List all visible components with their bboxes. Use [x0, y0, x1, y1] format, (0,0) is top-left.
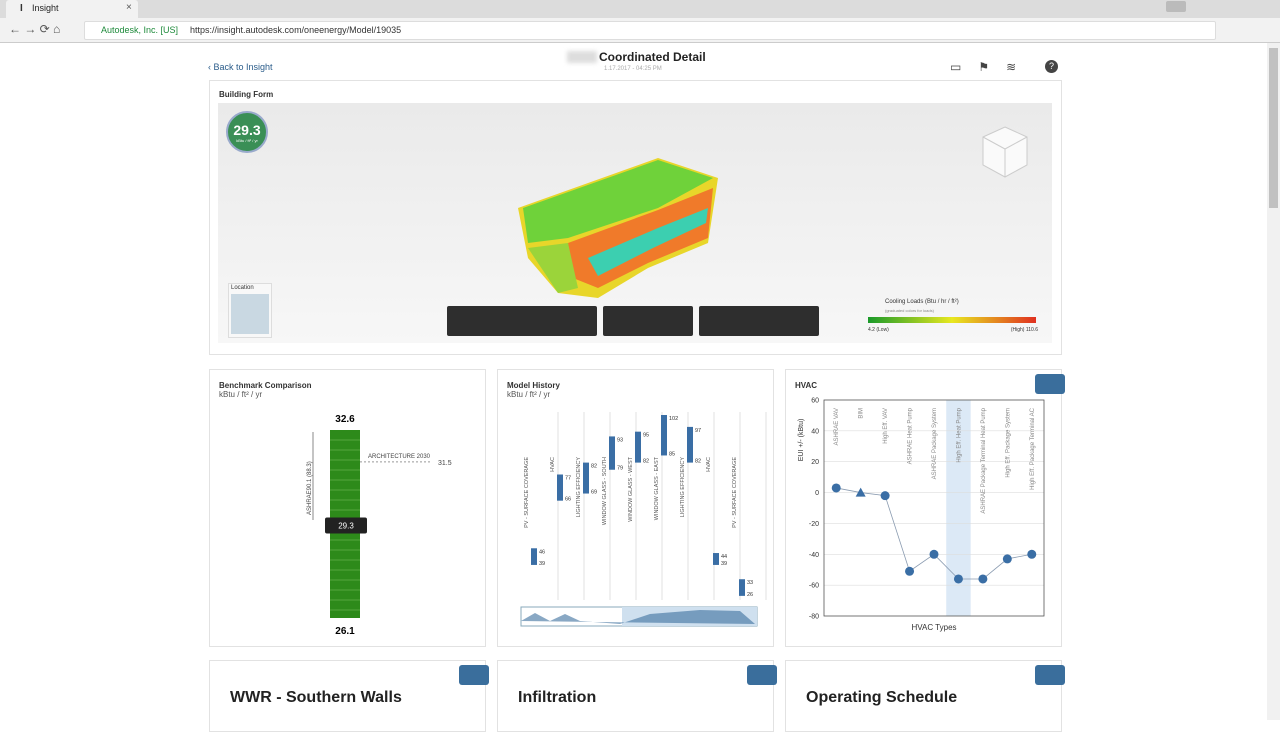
view-cube[interactable] — [980, 125, 1030, 180]
expand-button[interactable] — [459, 665, 489, 685]
eui-unit: kBtu / ft² / yr — [236, 138, 258, 143]
card-unit: kBtu / ft² / yr — [507, 390, 551, 399]
tab-bar: I Insight × — [0, 0, 1280, 18]
expand-button[interactable] — [1035, 374, 1065, 394]
card-title: Benchmark Comparison — [219, 381, 312, 390]
tab[interactable]: I Insight × — [6, 0, 138, 18]
card-title: Operating Schedule — [806, 689, 958, 706]
benchmark-card: Benchmark Comparison kBtu / ft² / yr — [209, 369, 486, 647]
card-title: Infiltration — [518, 689, 597, 706]
viewer[interactable]: 29.3 kBtu / ft² / yr Location Cooling Lo… — [218, 103, 1052, 343]
building-form-panel: Building Form 29.3 kBtu / ft² / yr Locat… — [209, 80, 1062, 355]
address-bar: ← → ⟳ ⌂ Autodesk, Inc. [US] https://insi… — [0, 18, 1280, 43]
expand-button[interactable] — [1035, 665, 1065, 685]
infiltration-card: Infiltration — [497, 660, 777, 732]
legend-low: 4.2 (Low) — [868, 327, 889, 333]
eui-badge: 29.3 kBtu / ft² / yr — [226, 111, 268, 153]
timestamp: 1.17.2017 - 04:25 PM — [604, 66, 662, 72]
card-title: Model History — [507, 381, 560, 390]
legend-title: Cooling Loads (Btu / hr / ft²) — [885, 299, 959, 305]
location-label: Location — [231, 285, 254, 291]
building-model — [518, 158, 718, 298]
page-title: Coordinated Detail — [599, 50, 706, 64]
viewer-toolbar — [447, 306, 819, 336]
scrollbar[interactable] — [1267, 43, 1280, 720]
card-title: HVAC — [795, 381, 818, 390]
help-icon[interactable]: ? — [1045, 60, 1058, 73]
card-title: WWR - Southern Walls — [230, 689, 402, 706]
tab-title: Insight — [32, 3, 59, 13]
back-link-text: Back to Insight — [213, 62, 273, 72]
url-field[interactable]: Autodesk, Inc. [US] https://insight.auto… — [84, 21, 1216, 40]
model-tools[interactable] — [603, 306, 693, 336]
schedule-card: Operating Schedule — [785, 660, 1065, 732]
wwr-card: WWR - Southern Walls — [209, 660, 489, 732]
site-identity: Autodesk, Inc. [US] — [101, 25, 179, 35]
settings-tools[interactable] — [699, 306, 819, 336]
card-unit: kBtu / ft² / yr — [219, 390, 263, 399]
legend-high: (High) 110.6 — [1010, 327, 1038, 333]
header-icons[interactable]: ▭⚑≋ — [950, 60, 1034, 74]
model-history-card: Model History kBtu / ft² / yr — [497, 369, 774, 647]
eui-value: 29.3 — [233, 122, 261, 138]
location-map[interactable]: Location — [228, 283, 272, 338]
expand-button[interactable] — [747, 665, 777, 685]
panel-title: Building Form — [219, 90, 274, 99]
back-link[interactable]: ‹ Back to Insight — [208, 62, 273, 72]
legend-subtitle: (graduated colors for loads) — [885, 308, 934, 313]
url: https://insight.autodesk.com/oneenergy/M… — [190, 25, 402, 35]
hvac-card: HVAC — [785, 369, 1065, 647]
nav-tools[interactable] — [447, 306, 597, 336]
